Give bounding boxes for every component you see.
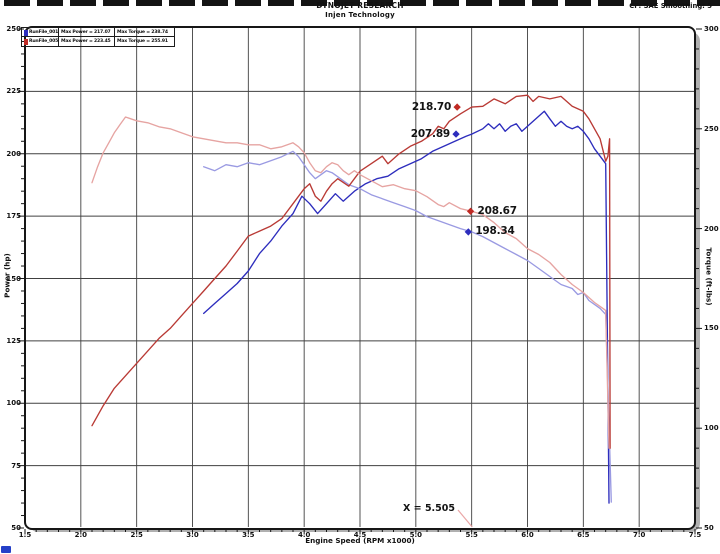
value-callout-label: 208.67 bbox=[477, 204, 518, 217]
rpm-tick-label: 3.5 bbox=[242, 531, 255, 539]
rpm-tick-label: 1.5 bbox=[18, 531, 32, 539]
value-callout-marker bbox=[464, 228, 472, 236]
torque-tick-label: 250 bbox=[704, 124, 719, 133]
run005-max-power-label: Max Power = 223.45 bbox=[59, 37, 115, 46]
rpm-tick-label: 2.5 bbox=[130, 531, 143, 539]
torque-axis-title: Torque (ft-lbs) bbox=[704, 247, 714, 306]
torque-tick-label: 300 bbox=[704, 25, 719, 33]
power-tick-label: 200 bbox=[6, 149, 21, 158]
power-tick-label: 150 bbox=[6, 274, 21, 283]
rpm-tick-label: 3.0 bbox=[186, 531, 199, 539]
legend-row-run001[interactable]: RunFile_001.drf Max Power = 217.07 Max T… bbox=[22, 28, 174, 37]
power-curve-RunFile_005.drf bbox=[91, 94, 611, 449]
run001-max-torque-label: Max Torque = 238.74 bbox=[117, 30, 168, 35]
run005-file-label: RunFile_005.drf bbox=[29, 39, 59, 44]
top-edge-strip bbox=[4, 0, 720, 6]
power-tick-label: 75 bbox=[11, 461, 21, 470]
run005-max-torque-label: Max Torque = 255.91 bbox=[117, 39, 168, 44]
power-axis-title: Power (hp) bbox=[2, 253, 12, 298]
cursor-position-label: X = 5.505 bbox=[403, 503, 455, 514]
value-callout-label: 207.89 bbox=[410, 127, 451, 140]
rpm-axis-title: Engine Speed (RPM x1000) bbox=[305, 536, 415, 545]
torque-tick-label: 150 bbox=[704, 324, 719, 333]
power-tick-label: 225 bbox=[6, 87, 21, 96]
value-callout-marker bbox=[466, 207, 475, 215]
chart-title: DYNOJET RESEARCH bbox=[316, 1, 404, 10]
rpm-tick-label: 7.5 bbox=[688, 531, 702, 539]
power-tick-label: 175 bbox=[6, 212, 21, 221]
torque-curve-RunFile_001.drf bbox=[203, 150, 612, 503]
rpm-tick-label: 5.5 bbox=[465, 531, 478, 539]
cursor-leader-line bbox=[457, 509, 473, 528]
rpm-tick-label: 7.0 bbox=[632, 531, 646, 539]
rpm-tick-label: 6.0 bbox=[521, 531, 534, 539]
legend: RunFile_001.drf Max Power = 217.07 Max T… bbox=[21, 27, 175, 47]
run001-color-chip bbox=[24, 29, 28, 36]
taskbar-fragment-icon bbox=[1, 546, 11, 553]
torque-tick-label: 100 bbox=[704, 424, 719, 433]
power-tick-label: 50 bbox=[11, 524, 21, 532]
rpm-tick-label: 4.5 bbox=[353, 531, 367, 539]
chart-subtitle: Injen Technology bbox=[325, 11, 395, 19]
rpm-tick-label: 4.0 bbox=[297, 531, 311, 539]
run001-file-label: RunFile_001.drf bbox=[29, 29, 59, 35]
power-curve-RunFile_001.drf bbox=[203, 110, 610, 504]
run001-max-power-label: Max Power = 217.07 bbox=[59, 28, 115, 36]
value-callout-label: 218.70 bbox=[411, 100, 452, 113]
value-callout-label: 198.34 bbox=[475, 225, 515, 238]
power-tick-label: 250 bbox=[6, 25, 21, 33]
legend-row-run005[interactable]: RunFile_005.drf Max Power = 223.45 Max T… bbox=[22, 37, 174, 46]
torque-curve-RunFile_005.drf bbox=[91, 116, 610, 449]
torque-tick-label: 200 bbox=[704, 224, 719, 233]
power-tick-label: 100 bbox=[6, 399, 21, 408]
rpm-tick-label: 6.5 bbox=[577, 531, 590, 539]
power-tick-label: 125 bbox=[6, 336, 21, 345]
torque-tick-label: 50 bbox=[704, 524, 714, 532]
rpm-tick-label: 2.0 bbox=[74, 531, 88, 539]
value-callout-marker bbox=[452, 130, 460, 138]
correction-smoothing-note: CF: SAE Smoothing: 5 bbox=[629, 2, 712, 10]
rpm-tick-label: 5.0 bbox=[409, 531, 423, 539]
value-callout-marker bbox=[453, 103, 461, 111]
run005-color-chip bbox=[24, 39, 28, 45]
